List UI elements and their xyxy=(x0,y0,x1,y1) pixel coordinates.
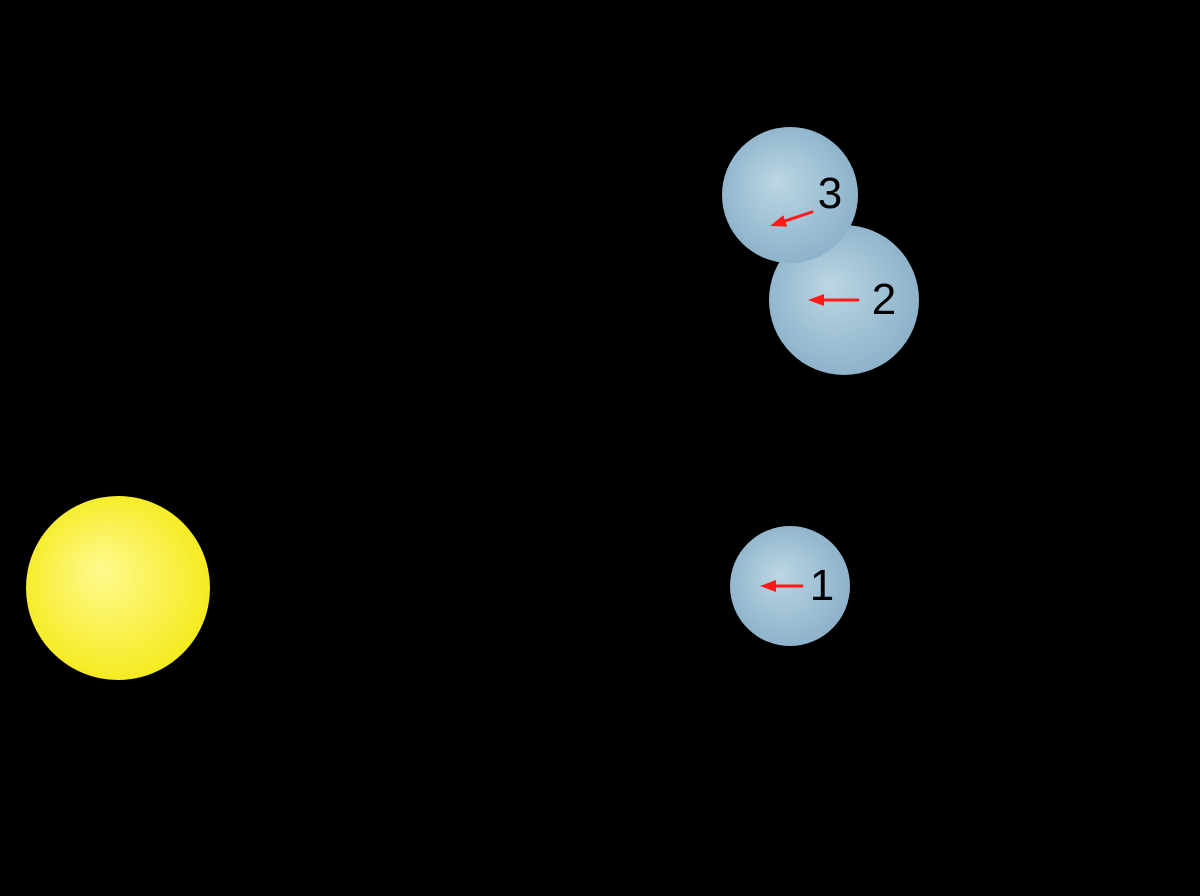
planet-label-1: 1 xyxy=(810,561,834,611)
planet-label-3: 3 xyxy=(818,169,842,219)
sun xyxy=(26,496,210,680)
diagram-svg xyxy=(0,0,1200,896)
diagram-stage: 1 2 3 xyxy=(0,0,1200,896)
planet-label-2: 2 xyxy=(872,275,896,325)
